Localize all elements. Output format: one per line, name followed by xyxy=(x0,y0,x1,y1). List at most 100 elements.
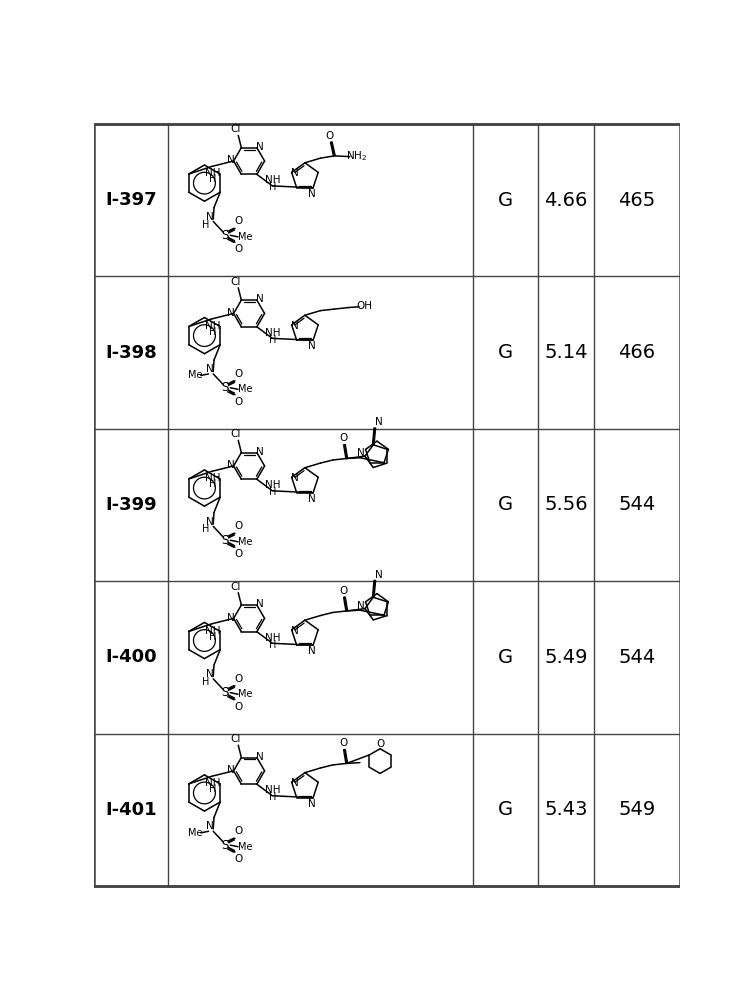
Text: NH: NH xyxy=(265,785,281,795)
Text: NH: NH xyxy=(205,473,220,483)
Text: H: H xyxy=(202,524,209,534)
Text: NH: NH xyxy=(265,175,281,185)
Text: Cl: Cl xyxy=(231,734,241,744)
Text: 544: 544 xyxy=(618,648,655,667)
Text: N: N xyxy=(357,601,365,611)
Text: G: G xyxy=(498,191,513,210)
Text: Cl: Cl xyxy=(231,277,241,287)
Text: NH: NH xyxy=(205,778,220,788)
Text: S: S xyxy=(221,534,229,547)
Text: 465: 465 xyxy=(618,191,655,210)
Text: N: N xyxy=(291,778,299,788)
Text: N: N xyxy=(256,142,263,152)
Text: NH: NH xyxy=(205,168,220,178)
Text: H: H xyxy=(269,335,276,345)
Text: N: N xyxy=(206,364,214,374)
Text: Me: Me xyxy=(238,232,252,242)
Text: G: G xyxy=(498,800,513,819)
Text: Cl: Cl xyxy=(231,582,241,592)
Text: G: G xyxy=(498,343,513,362)
Text: O: O xyxy=(235,397,243,407)
Text: H: H xyxy=(202,677,209,687)
Text: N: N xyxy=(291,626,299,636)
Text: O: O xyxy=(235,826,243,836)
Text: 5.49: 5.49 xyxy=(544,648,587,667)
Text: 549: 549 xyxy=(618,800,655,819)
Text: N: N xyxy=(206,212,214,222)
Text: O: O xyxy=(235,549,243,559)
Text: O: O xyxy=(235,244,243,254)
Text: S: S xyxy=(221,229,229,242)
Text: O: O xyxy=(325,131,334,141)
Text: 4.66: 4.66 xyxy=(544,191,587,210)
Text: N: N xyxy=(256,599,263,609)
Text: H: H xyxy=(269,640,276,650)
Text: O: O xyxy=(340,433,348,443)
Text: N: N xyxy=(308,799,316,809)
Text: NH: NH xyxy=(265,328,281,338)
Text: NH: NH xyxy=(265,633,281,643)
Text: I-397: I-397 xyxy=(106,191,157,209)
Text: S: S xyxy=(221,381,229,394)
Text: Me: Me xyxy=(238,689,252,699)
Text: N: N xyxy=(256,294,263,304)
Text: N: N xyxy=(291,473,299,483)
Text: 5.14: 5.14 xyxy=(544,343,587,362)
Text: O: O xyxy=(235,702,243,712)
Text: S: S xyxy=(221,839,229,852)
Text: N: N xyxy=(206,669,214,679)
Text: N: N xyxy=(226,460,234,470)
Text: N: N xyxy=(256,447,263,457)
Text: O: O xyxy=(340,738,348,748)
Text: 544: 544 xyxy=(618,495,655,514)
Text: Me: Me xyxy=(188,828,202,838)
Text: N: N xyxy=(374,570,383,580)
Text: H: H xyxy=(269,792,276,802)
Text: N: N xyxy=(308,341,316,351)
Text: NH: NH xyxy=(205,626,220,636)
Text: N: N xyxy=(226,308,234,318)
Text: O: O xyxy=(235,854,243,864)
Text: O: O xyxy=(340,586,348,596)
Text: N: N xyxy=(374,417,383,427)
Text: O: O xyxy=(235,369,243,379)
Text: G: G xyxy=(498,648,513,667)
Text: N: N xyxy=(291,321,299,331)
Text: OH: OH xyxy=(356,301,372,311)
Text: Cl: Cl xyxy=(231,124,241,134)
Text: 466: 466 xyxy=(618,343,655,362)
Text: H: H xyxy=(208,327,216,337)
Text: N: N xyxy=(291,168,299,178)
Text: H: H xyxy=(202,220,209,230)
Text: H: H xyxy=(269,182,276,192)
Text: N: N xyxy=(226,765,234,775)
Text: S: S xyxy=(221,686,229,699)
Text: H: H xyxy=(208,174,216,184)
Text: N: N xyxy=(226,155,234,165)
Text: Me: Me xyxy=(238,842,252,852)
Text: H: H xyxy=(269,487,276,497)
Text: N: N xyxy=(308,494,316,504)
Text: N: N xyxy=(308,189,316,199)
Text: I-401: I-401 xyxy=(106,801,157,819)
Text: O: O xyxy=(235,674,243,684)
Text: Me: Me xyxy=(238,537,252,547)
Text: H: H xyxy=(208,784,216,794)
Text: N: N xyxy=(357,448,365,458)
Text: O: O xyxy=(235,216,243,226)
Text: N: N xyxy=(308,646,316,656)
Text: N: N xyxy=(206,517,214,527)
Text: N: N xyxy=(226,613,234,623)
Text: NH: NH xyxy=(205,321,220,331)
Text: N: N xyxy=(206,821,214,831)
Text: I-399: I-399 xyxy=(106,496,157,514)
Text: O: O xyxy=(376,739,384,749)
Text: N: N xyxy=(256,752,263,762)
Text: Cl: Cl xyxy=(231,429,241,439)
Text: G: G xyxy=(498,495,513,514)
Text: NH: NH xyxy=(265,480,281,490)
Text: I-400: I-400 xyxy=(106,648,157,666)
Text: 5.43: 5.43 xyxy=(544,800,587,819)
Text: 5.56: 5.56 xyxy=(544,495,588,514)
Text: H: H xyxy=(208,479,216,489)
